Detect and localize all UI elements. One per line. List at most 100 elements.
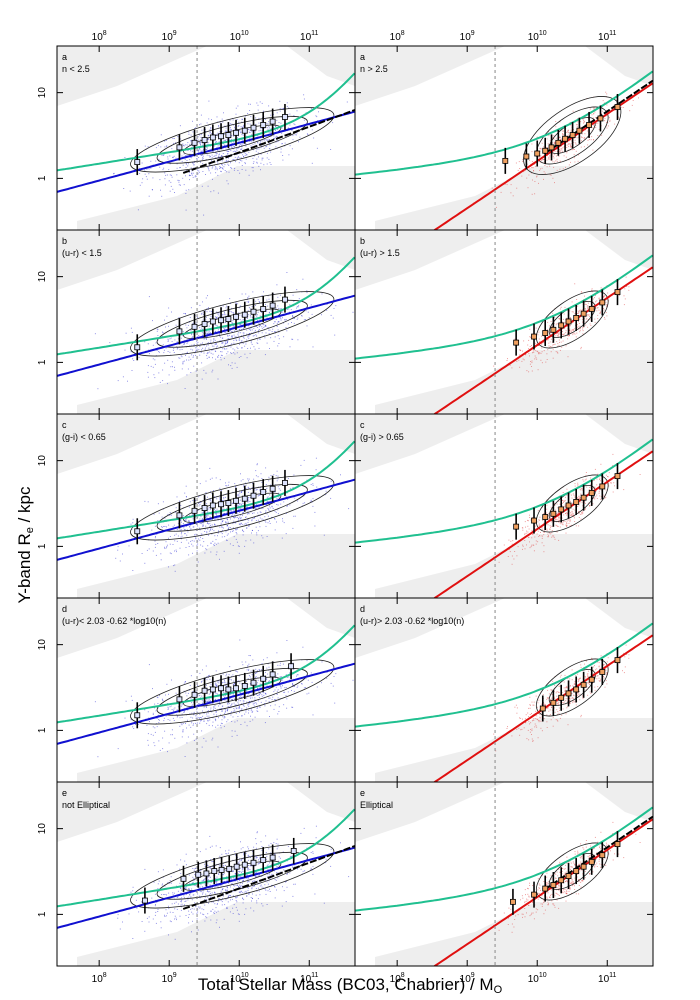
scatter-point — [189, 174, 190, 176]
scatter-point — [207, 522, 208, 524]
scatter-point — [292, 315, 293, 317]
scatter-point — [208, 332, 210, 334]
scatter-point — [223, 166, 225, 168]
scatter-point — [276, 497, 278, 499]
scatter-point — [164, 184, 166, 186]
scatter-point — [534, 525, 536, 527]
scatter-point — [257, 152, 259, 154]
scatter-point — [239, 511, 241, 513]
scatter-point — [237, 147, 239, 149]
plot-area — [355, 230, 653, 414]
scatter-point — [569, 143, 571, 145]
scatter-point — [332, 685, 334, 687]
scatter-point — [180, 505, 182, 506]
scatter-point — [593, 108, 595, 110]
scatter-point — [215, 343, 217, 345]
scatter-point — [267, 128, 269, 130]
scatter-point — [508, 549, 510, 550]
scatter-point — [604, 497, 606, 499]
scatter-point — [525, 169, 526, 171]
scatter-point — [551, 532, 553, 534]
scatter-point — [538, 523, 540, 525]
scatter-point — [168, 524, 170, 526]
scatter-point — [559, 121, 561, 123]
scatter-point — [236, 708, 238, 710]
scatter-point — [567, 325, 569, 327]
scatter-point — [181, 368, 183, 370]
scatter-point — [278, 492, 280, 494]
scatter-point — [597, 135, 599, 136]
scatter-point — [609, 119, 611, 121]
scatter-point — [230, 714, 232, 716]
scatter-point — [207, 515, 209, 517]
scatter-point — [263, 147, 265, 149]
scatter-point — [605, 489, 607, 491]
scatter-point — [268, 127, 270, 129]
scatter-point — [580, 489, 582, 491]
scatter-point — [259, 338, 261, 340]
scatter-point — [231, 367, 233, 369]
scatter-point — [211, 680, 213, 682]
scatter-point — [577, 118, 579, 120]
scatter-point — [222, 337, 224, 339]
scatter-point — [208, 342, 210, 344]
scatter-point — [165, 541, 167, 543]
scatter-point — [208, 347, 210, 349]
scatter-point — [207, 720, 209, 722]
scatter-point — [184, 533, 186, 534]
scatter-point — [185, 167, 187, 168]
scatter-point — [179, 529, 181, 531]
scatter-point — [638, 97, 639, 99]
scatter-point — [167, 751, 168, 753]
scatter-point — [529, 336, 531, 338]
scatter-point — [548, 532, 550, 534]
scatter-point — [192, 552, 193, 554]
scatter-point — [201, 129, 203, 131]
scatter-point — [620, 106, 622, 108]
scatter-point — [237, 703, 239, 705]
scatter-point — [308, 692, 310, 694]
scatter-point — [584, 133, 586, 135]
plot-area — [355, 414, 653, 598]
scatter-point — [504, 183, 506, 185]
scatter-point — [585, 318, 587, 320]
scatter-point — [251, 674, 253, 676]
scatter-point — [252, 703, 254, 705]
scatter-point — [189, 515, 191, 517]
scatter-point — [187, 736, 189, 738]
scatter-point — [245, 293, 247, 295]
scatter-point — [541, 528, 543, 530]
scatter-point — [552, 154, 554, 156]
scatter-point — [193, 712, 195, 714]
shaded-region-upper-right — [585, 414, 653, 454]
scatter-point — [245, 322, 247, 324]
scatter-point — [218, 125, 220, 126]
scatter-point — [273, 138, 275, 139]
scatter-point — [550, 506, 552, 508]
scatter-point — [551, 326, 553, 327]
scatter-point — [515, 162, 517, 164]
scatter-point — [152, 726, 154, 728]
scatter-point — [595, 490, 597, 492]
scatter-point — [173, 720, 175, 721]
scatter-point — [222, 716, 224, 718]
scatter-point — [536, 176, 538, 178]
scatter-point — [548, 345, 550, 347]
scatter-point — [225, 343, 227, 344]
scatter-point — [219, 335, 221, 337]
scatter-point — [208, 330, 210, 332]
scatter-point — [221, 340, 223, 342]
scatter-point — [186, 359, 187, 361]
scatter-point — [570, 317, 571, 319]
scatter-point — [282, 322, 284, 324]
scatter-point — [263, 326, 265, 328]
scatter-point — [185, 313, 186, 315]
scatter-point — [521, 527, 523, 529]
scatter-point — [289, 672, 291, 674]
scatter-point — [587, 130, 589, 132]
scatter-point — [155, 355, 157, 357]
scatter-point — [572, 321, 574, 323]
scatter-point — [129, 190, 131, 192]
scatter-point — [562, 492, 564, 493]
scatter-point — [323, 534, 325, 536]
